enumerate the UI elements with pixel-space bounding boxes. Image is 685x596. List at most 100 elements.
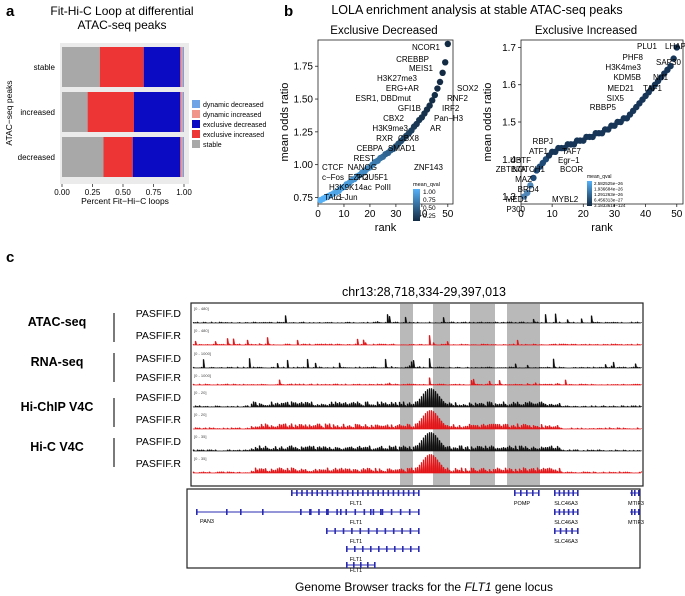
panel-c-caption: Genome Browser tracks for the FLT1 gene … xyxy=(295,580,553,594)
panel-b-right-title: Exclusive Increased xyxy=(535,25,637,37)
gene-exon xyxy=(334,528,336,534)
assay-label: RNA-seq xyxy=(31,355,84,369)
b2-ytick-label: 1.6 xyxy=(502,80,516,91)
b1-xtick-label: 0 xyxy=(315,209,321,220)
b1-point xyxy=(429,97,436,104)
b2-point-label: MAZ xyxy=(515,175,532,184)
gene-exon xyxy=(336,490,339,496)
bar-increased-dynamic-decreased xyxy=(182,92,184,132)
gene-exon xyxy=(386,546,388,552)
b1-ytick-label: 1.00 xyxy=(294,160,314,171)
gene-exon xyxy=(372,490,374,496)
gene-exon xyxy=(418,490,420,496)
b1-point-label: AR xyxy=(430,124,441,133)
gene-label: MTIF3 xyxy=(628,520,644,526)
bar-increased-dynamic-increased xyxy=(180,92,183,132)
a-category-label: decreased xyxy=(18,153,55,162)
b1-colorbar-tick: 0.50 xyxy=(423,205,436,212)
gene-exon xyxy=(408,509,411,515)
gene-exon xyxy=(316,490,318,496)
gene-exon xyxy=(346,546,348,552)
b2-point-label: RBBP5 xyxy=(590,103,617,112)
b1-xtick-label: 50 xyxy=(442,209,454,220)
bar-decreased-exclusive-decreased xyxy=(132,137,181,177)
b1-point-label: TAL1 xyxy=(324,193,343,202)
gene-exon xyxy=(558,490,561,496)
b2-xtick-label: 50 xyxy=(671,209,683,220)
b2-point-label: MED1 xyxy=(506,195,529,204)
track-range: [0 - 35] xyxy=(194,456,206,461)
sample-label: PASFIF.D xyxy=(136,392,182,404)
gene-exon xyxy=(382,490,385,496)
b1-xtick-label: 30 xyxy=(390,209,402,220)
gene-track-frame xyxy=(186,488,641,569)
track-range: [0 - 1000] xyxy=(194,351,211,356)
gene-exon xyxy=(367,490,369,496)
b1-point-label: NCOR1 xyxy=(412,43,441,52)
b1-colorbar-title: mean_qval xyxy=(413,182,440,188)
b2-colorbar-tick: 6.456313e−27 xyxy=(594,198,623,203)
a-legend-label: exclusive increased xyxy=(203,132,264,139)
gene-exon xyxy=(374,562,376,568)
gene-exon xyxy=(342,528,345,534)
b2-point xyxy=(530,174,537,182)
gene-exon xyxy=(377,490,379,496)
gene-exon xyxy=(301,490,303,496)
b2-point-label: ATF1 xyxy=(529,147,549,156)
bar-decreased-stable xyxy=(62,137,104,177)
bar-increased-exclusive-decreased xyxy=(133,92,181,132)
a-legend-swatch xyxy=(192,100,200,108)
b2-point-label: ZBTB7A xyxy=(496,165,527,174)
panel-b-left-title: Exclusive Decreased xyxy=(330,25,437,37)
gene-exon xyxy=(357,490,359,496)
gene-exon xyxy=(354,546,356,552)
panel-a-xlabel: Percent Fit−Hi−C loops xyxy=(81,196,169,206)
a-legend-label: dynamic increased xyxy=(203,112,261,119)
gene-exon xyxy=(563,490,565,496)
b2-point-label: MYBL2 xyxy=(552,195,579,204)
b1-colorbar-tick: 0.25 xyxy=(423,213,436,220)
b2-point xyxy=(527,182,534,189)
b1-point-label: c−Fos xyxy=(322,173,344,182)
gene-exon xyxy=(554,509,556,515)
gene-exon xyxy=(526,490,528,496)
gene-exon xyxy=(392,490,395,496)
a-xtick-label: 0.75 xyxy=(146,188,162,197)
gene-exon xyxy=(571,528,573,534)
b1-point-label: IRF2 xyxy=(442,104,460,113)
gene-label: SLC46A3 xyxy=(554,539,578,545)
a-legend-label: dynamic decreased xyxy=(203,102,264,109)
b1-point-label: H3K27me3 xyxy=(377,74,418,83)
b1-point-label: ZNF143 xyxy=(414,163,443,172)
gene-exon xyxy=(300,509,302,515)
b2-point-label: KDM5B xyxy=(613,73,641,82)
panel-c: c chr13:28,718,334-29,397,013 [0 - 480] [… xyxy=(6,249,644,594)
gene-exon xyxy=(631,490,633,496)
gene-exon xyxy=(563,509,565,515)
gene-label: FLT1 xyxy=(350,520,362,526)
gene-exon xyxy=(577,509,579,515)
a-legend-swatch xyxy=(192,140,200,148)
track-signal-6 xyxy=(192,432,643,452)
b2-point xyxy=(673,44,680,51)
b2-point-label: PHF8 xyxy=(623,53,644,62)
b1-point-label: NANOG xyxy=(348,163,377,172)
b1-point-label: H3K9me3 xyxy=(372,124,408,133)
gene-label: POMP xyxy=(514,501,531,507)
gene-label: FLT1 xyxy=(350,539,362,545)
gene-exon xyxy=(572,509,574,515)
b2-point-label: H3K4me3 xyxy=(605,63,641,72)
b2-point-label: UBTF xyxy=(510,156,531,165)
gene-exon xyxy=(520,490,522,496)
b1-point xyxy=(439,69,446,77)
gene-exon xyxy=(559,528,562,534)
gene-exon xyxy=(401,528,403,534)
b1-point-label: c−Jun xyxy=(336,193,358,202)
b1-point-label: CEBPA xyxy=(356,144,383,153)
panel-a: a Fit-Hi-C Loop at differential ATAC-seq… xyxy=(4,3,267,206)
sample-label: PASFIF.R xyxy=(136,372,182,384)
gene-exon xyxy=(226,509,228,515)
track-range: [0 - 20] xyxy=(194,390,206,395)
gene-exon xyxy=(346,562,348,568)
b2-point-label: PLU1 xyxy=(637,42,658,51)
